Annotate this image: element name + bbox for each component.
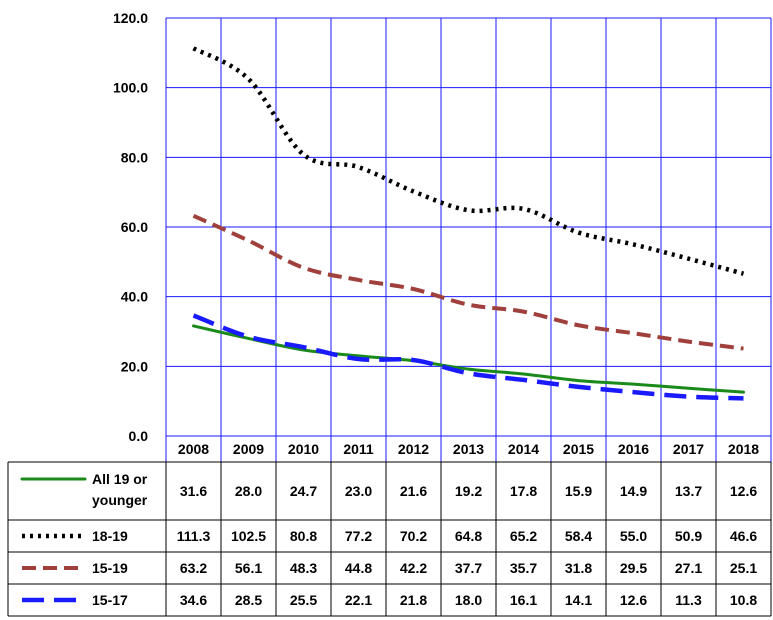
data-label: 22.1 [345,592,372,608]
data-label: 63.2 [180,560,207,576]
data-label: 15.9 [565,483,592,499]
data-label: 13.7 [675,483,702,499]
data-label: 14.1 [565,592,592,608]
data-label: 46.6 [730,528,757,544]
data-label: 19.2 [455,483,482,499]
y-tick-label: 120.0 [113,10,148,26]
data-label: 65.2 [510,528,537,544]
legend-label: 18-19 [92,528,128,544]
y-axis-tick-labels: 0.0 20.0 40.0 60.0 80.0 100.0 120.0 [113,10,148,444]
data-label: 56.1 [235,560,262,576]
data-label: 10.8 [730,592,757,608]
series-lines [192,46,745,401]
series-line-15-17 [192,313,744,401]
data-label: 111.3 [177,528,211,544]
y-tick-label: 100.0 [113,80,148,96]
data-label: 28.0 [235,483,262,499]
category-label: 2016 [618,441,649,457]
category-label: 2018 [728,441,759,457]
data-label: 21.8 [400,592,427,608]
data-label: 80.8 [290,528,317,544]
data-label: 31.8 [565,560,592,576]
category-label: 2012 [398,441,429,457]
data-label: 35.7 [510,560,537,576]
data-label: 25.1 [730,560,757,576]
legend-label: 15-19 [92,560,128,576]
data-label: 16.1 [510,592,537,608]
data-label: 12.6 [620,592,647,608]
data-label: 18.0 [455,592,482,608]
category-label: 2014 [508,441,539,457]
data-label: 29.5 [620,560,647,576]
legend-label: All 19 or [92,471,148,487]
data-label: 23.0 [345,483,372,499]
category-label: 2017 [673,441,704,457]
data-label: 64.8 [455,528,482,544]
data-label: 42.2 [400,560,427,576]
y-tick-label: 80.0 [121,149,148,165]
data-label: 28.5 [235,592,262,608]
legend-label: younger [92,492,148,508]
data-label: 21.6 [400,483,427,499]
data-label: 48.3 [290,560,317,576]
data-label: 44.8 [345,560,372,576]
data-label: 50.9 [675,528,702,544]
data-table: 2008 2009 2010 2011 2012 2013 2014 2015 2016 2017… [7,441,772,617]
data-label: 25.5 [290,592,317,608]
category-label: 2010 [288,441,319,457]
series-line-18-19 [192,46,745,276]
category-label: 2013 [453,441,484,457]
data-label: 34.6 [180,592,207,608]
category-label: 2009 [233,441,264,457]
legend-label: 15-17 [92,592,128,608]
category-label: 2015 [563,441,594,457]
data-label: 37.7 [455,560,482,576]
data-label: 102.5 [231,528,266,544]
y-tick-label: 20.0 [121,358,148,374]
y-tick-label: 60.0 [121,219,148,235]
data-label: 70.2 [400,528,427,544]
data-label: 14.9 [620,483,647,499]
data-label: 58.4 [565,528,592,544]
data-label: 27.1 [675,560,702,576]
series-line-all-19-or-younger [192,324,745,394]
category-label: 2011 [343,441,374,457]
series-line-15-19 [192,214,744,351]
y-tick-label: 0.0 [129,428,149,444]
gridlines [165,17,772,462]
data-label: 31.6 [180,483,207,499]
data-label: 55.0 [620,528,647,544]
data-label: 17.8 [510,483,537,499]
y-tick-label: 40.0 [121,289,148,305]
data-label: 24.7 [290,483,317,499]
data-label: 77.2 [345,528,372,544]
category-label: 2008 [178,441,209,457]
data-label: 12.6 [730,483,757,499]
data-label: 11.3 [675,592,702,608]
